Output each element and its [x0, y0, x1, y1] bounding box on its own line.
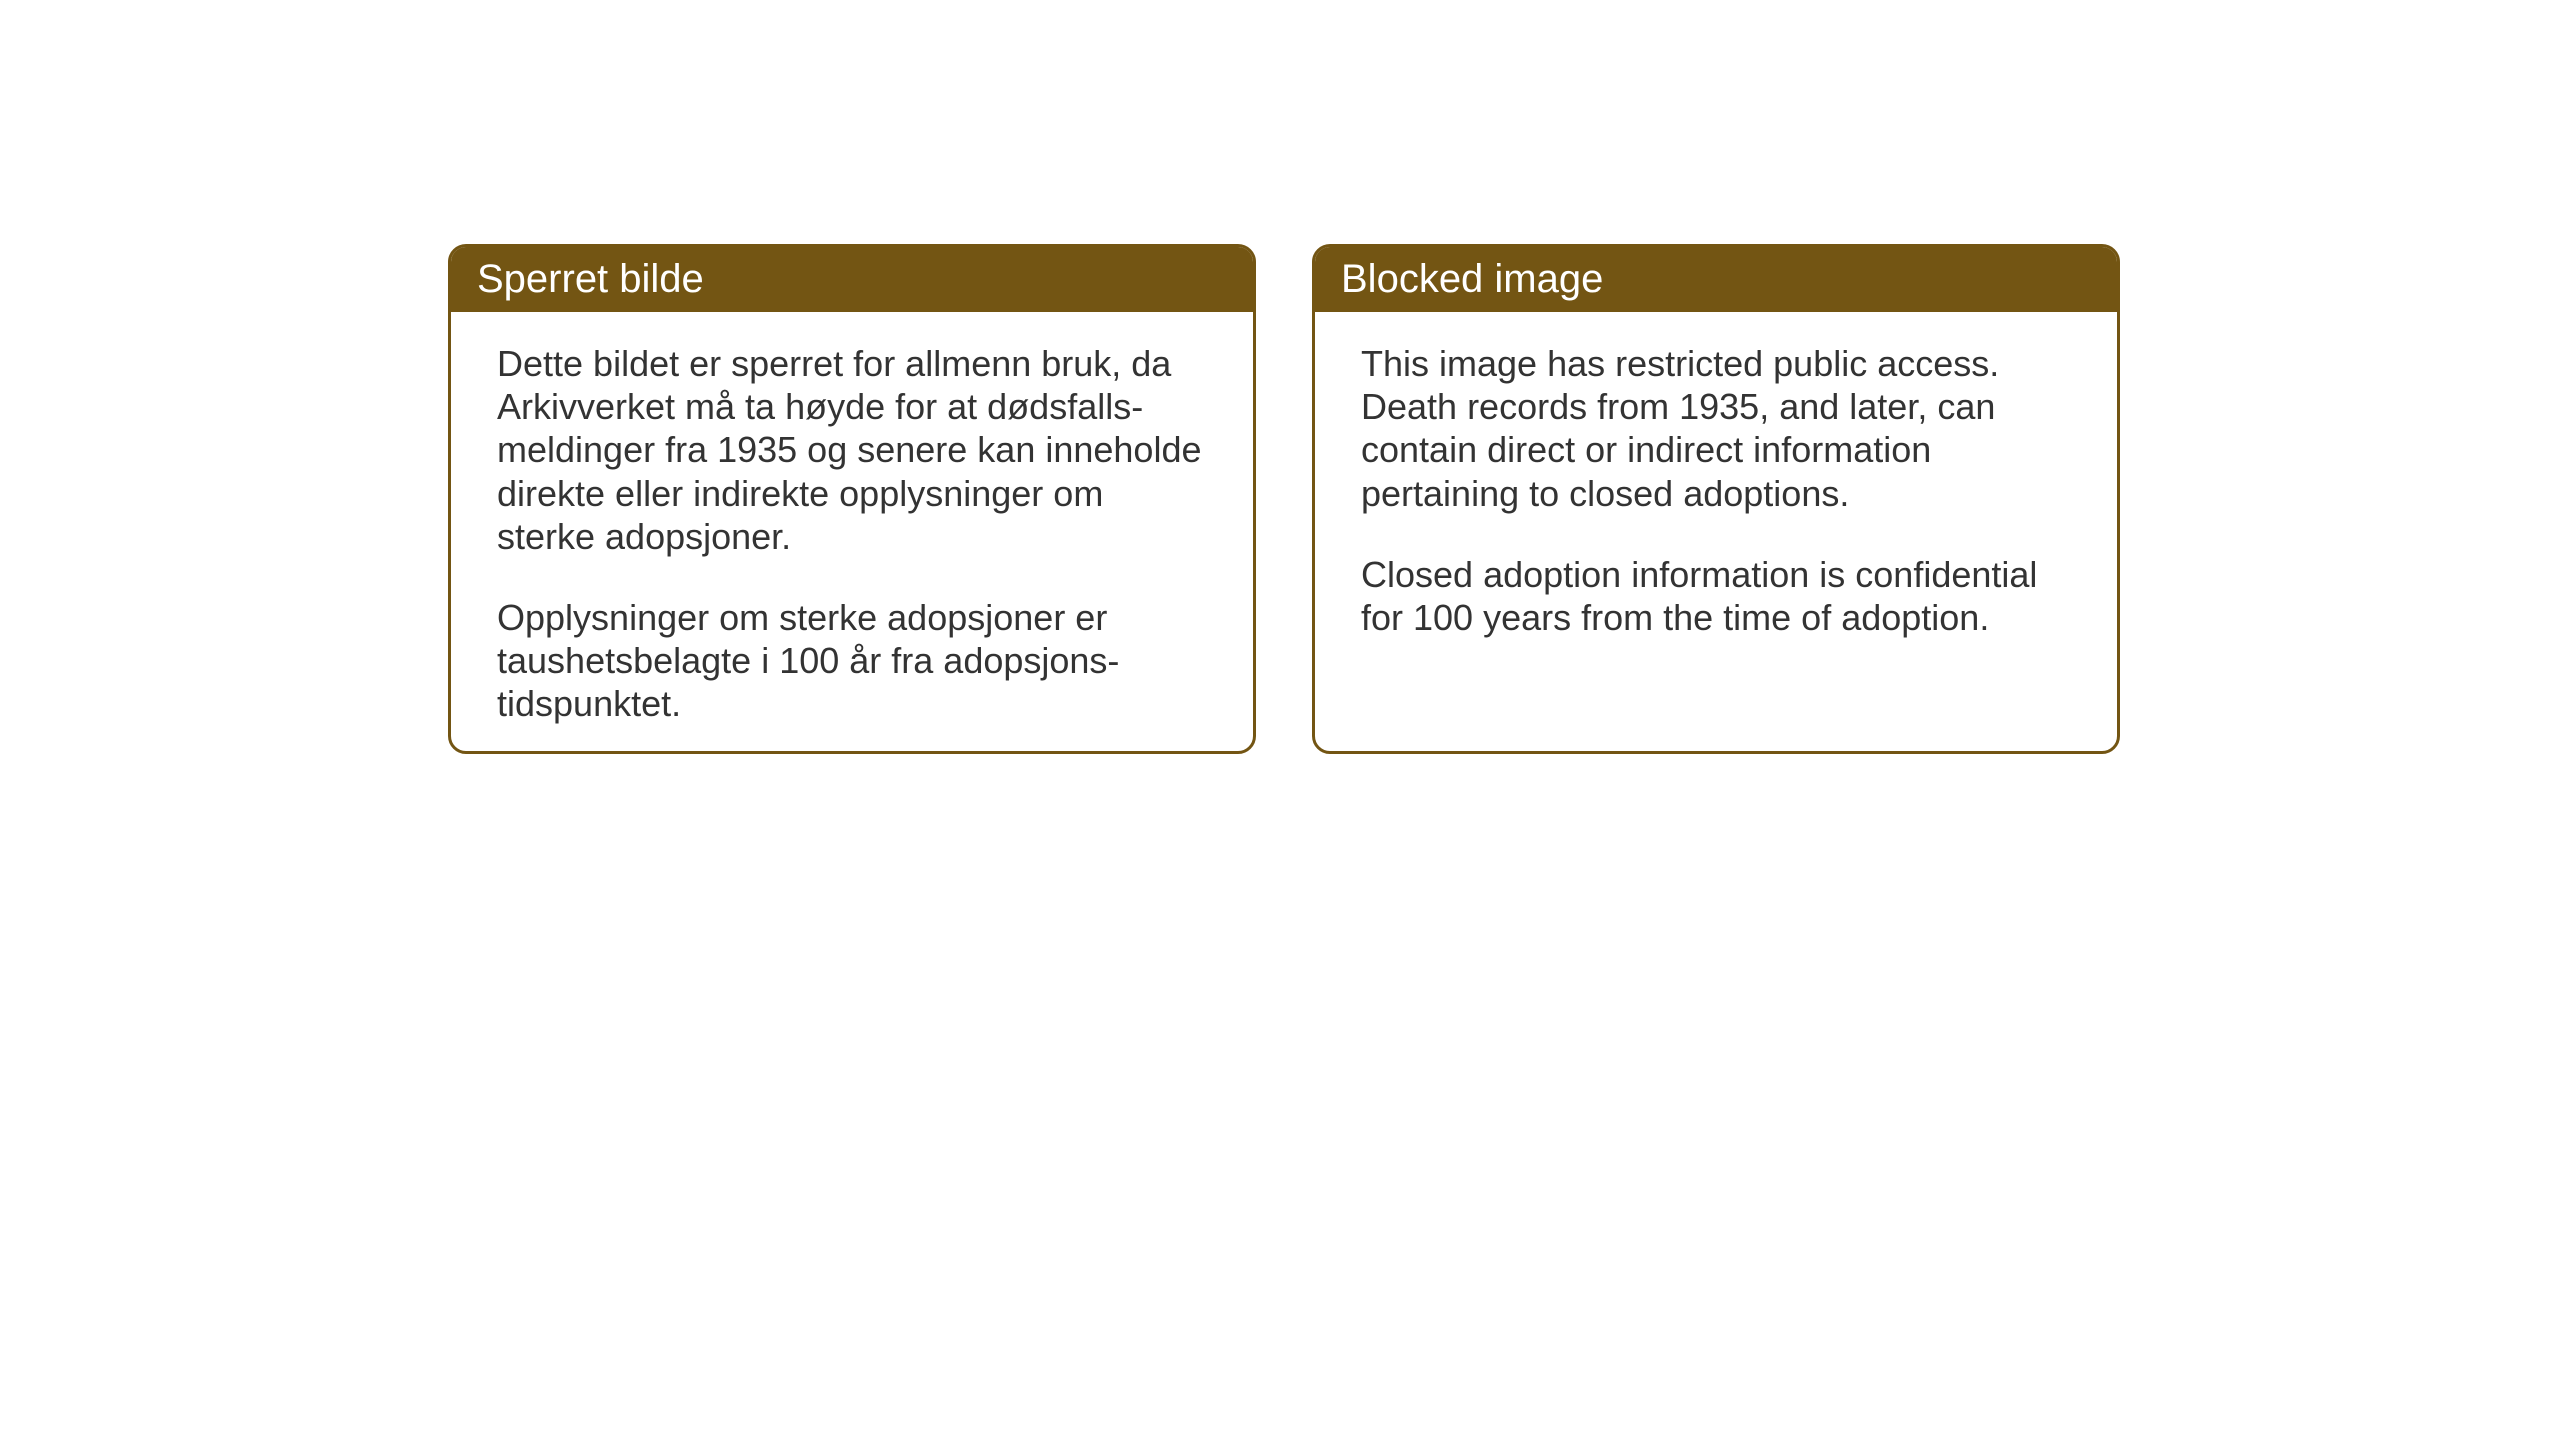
english-card-title: Blocked image	[1315, 247, 2117, 312]
norwegian-paragraph-1: Dette bildet er sperret for allmenn bruk…	[497, 342, 1207, 558]
english-card-body: This image has restricted public access.…	[1315, 312, 2117, 669]
norwegian-card-title: Sperret bilde	[451, 247, 1253, 312]
english-notice-card: Blocked image This image has restricted …	[1312, 244, 2120, 754]
english-paragraph-1: This image has restricted public access.…	[1361, 342, 2071, 515]
notice-container: Sperret bilde Dette bildet er sperret fo…	[448, 244, 2120, 754]
norwegian-card-body: Dette bildet er sperret for allmenn bruk…	[451, 312, 1253, 754]
norwegian-notice-card: Sperret bilde Dette bildet er sperret fo…	[448, 244, 1256, 754]
english-paragraph-2: Closed adoption information is confident…	[1361, 553, 2071, 639]
norwegian-paragraph-2: Opplysninger om sterke adopsjoner er tau…	[497, 596, 1207, 726]
